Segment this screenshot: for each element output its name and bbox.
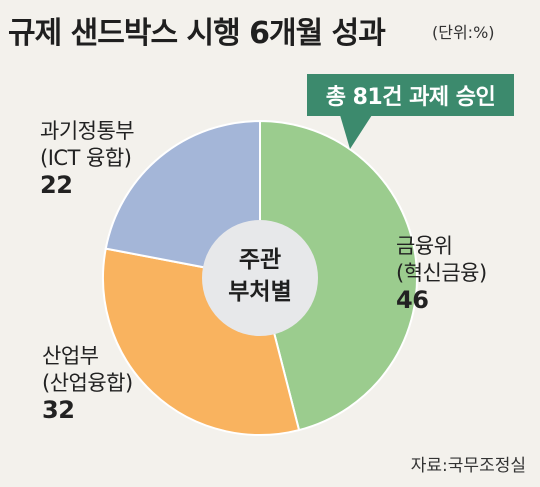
slice-label-ict: 과기정통부 (ICT 융합) 22 xyxy=(40,118,135,199)
unit-label: (단위:%) xyxy=(432,23,495,42)
slice-name: 금융위 xyxy=(396,234,453,258)
slice-value: 46 xyxy=(396,286,429,314)
center-label: 주관 부처별 xyxy=(206,244,314,308)
slice-name: 산업부 xyxy=(42,344,99,368)
slice-subname: (혁신금융) xyxy=(396,261,487,285)
slice-financial xyxy=(259,119,418,432)
slice-value: 32 xyxy=(42,396,75,424)
chart-title: 규제 샌드박스 시행 6개월 성과 xyxy=(8,16,386,51)
center-label-line-1: 주관 xyxy=(238,247,282,273)
slice-value: 22 xyxy=(40,171,73,199)
slice-subname: (산업융합) xyxy=(42,371,133,395)
callout-box: 총 81건 과제 승인 xyxy=(307,74,514,116)
slice-label-industry: 산업부 (산업융합) 32 xyxy=(42,343,133,424)
slice-name: 과기정통부 xyxy=(40,119,135,143)
donut-hole xyxy=(202,220,318,336)
callout-tail xyxy=(340,115,372,149)
source-note: 자료:국무조정실 xyxy=(410,456,526,476)
slice-label-financial: 금융위 (혁신금융) 46 xyxy=(396,233,487,314)
slice-subname: (ICT 융합) xyxy=(40,146,132,170)
center-label-line-2: 부처별 xyxy=(228,279,292,305)
